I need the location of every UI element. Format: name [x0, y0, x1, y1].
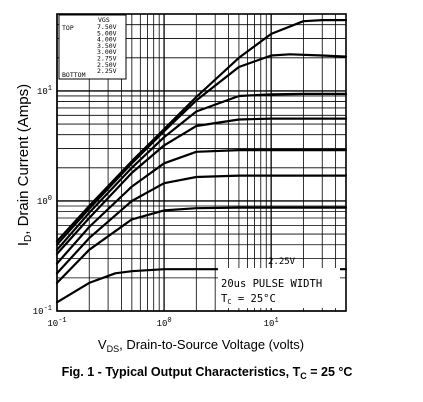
y-tick-label: 10-1: [33, 305, 52, 317]
plot-frame: [56, 13, 347, 312]
curve-vgs-7-50v: [55, 19, 348, 243]
x-tick-labels: 10-1 100 101: [47, 317, 278, 329]
x-axis-label-main: V: [98, 337, 107, 352]
legend-header: VGS: [98, 16, 110, 24]
x-tick-label: 10-1: [47, 317, 66, 329]
legend-top-label: TOP: [62, 24, 74, 32]
legend-entry: 2.25V: [97, 67, 117, 75]
curve-vgs-3-50v: [55, 117, 348, 255]
curve-vgs-3-00v: [55, 149, 348, 265]
x-tick-exp: 1: [274, 317, 278, 325]
y-tick-base: 10: [37, 87, 48, 97]
y-axis-label-rest: , Drain Current (Amps): [15, 84, 32, 235]
curves: [55, 19, 348, 304]
x-axis-label-sub: DS: [107, 344, 120, 354]
x-tick-base: 10: [157, 319, 168, 329]
y-axis-label-main: I: [15, 242, 32, 246]
x-tick-base: 10: [47, 319, 58, 329]
legend-entry: 7.50V: [97, 23, 117, 31]
y-tick-label: 101: [37, 85, 52, 97]
legend-entry: 3.50V: [97, 42, 117, 50]
y-axis-label: ID, Drain Current (Amps): [15, 84, 34, 246]
curve-vgs-2-25v: [55, 268, 348, 304]
figure-caption: Fig. 1 - Typical Output Characteristics,…: [62, 365, 353, 381]
figure-caption-rest: = 25 °C: [307, 365, 353, 379]
pulse-width-annotation: 20us PULSE WIDTH: [221, 278, 322, 290]
x-tick-base: 10: [264, 319, 275, 329]
tc-annotation-main: T: [221, 293, 228, 305]
legend-entry: 2.50V: [97, 61, 117, 69]
legend-entry: 5.00V: [97, 29, 117, 37]
y-tick-base: 10: [37, 197, 48, 207]
annotation-box: [218, 268, 340, 308]
curve-vgs-2-75v: [55, 174, 348, 275]
y-tick-label: 100: [37, 195, 52, 207]
x-tick-exp: 0: [167, 317, 171, 325]
figure-caption-sub: C: [300, 371, 307, 381]
x-tick-exp: -1: [58, 317, 66, 325]
legend-entry: 2.75V: [97, 55, 117, 63]
legend-entry: 3.00V: [97, 48, 117, 56]
legend: TOP BOTTOM VGS 7.50V5.00V4.00V3.50V3.00V…: [58, 14, 127, 80]
x-tick-label: 100: [157, 317, 172, 329]
tc-annotation-sub: C: [227, 298, 231, 306]
y-tick-base: 10: [33, 307, 44, 317]
curve-vgs-2-50v: [55, 206, 348, 284]
legend-entry: 4.00V: [97, 36, 117, 44]
y-axis-label-sub: D: [23, 235, 34, 242]
x-tick-label: 101: [264, 317, 279, 329]
legend-bottom-label: BOTTOM: [62, 71, 86, 79]
y-tick-exp: 1: [48, 85, 52, 93]
tc-annotation-rest: = 25°C: [232, 293, 276, 305]
x-axis-label: VDS, Drain-to-Source Voltage (volts): [98, 337, 304, 354]
x-axis-label-rest: , Drain-to-Source Voltage (volts): [119, 337, 304, 352]
tc-annotation: TC = 25°C: [221, 293, 276, 306]
curve-vgs-4-00v: [55, 92, 348, 251]
y-tick-exp: -1: [44, 305, 52, 313]
annotation: 2.25V 20us PULSE WIDTH TC = 25°C: [218, 257, 340, 308]
legend-box: [58, 14, 127, 80]
y-tick-exp: 0: [48, 195, 52, 203]
figure-caption-main: Fig. 1 - Typical Output Characteristics,…: [62, 365, 301, 379]
curve-label-2-25v: 2.25V: [268, 257, 296, 267]
curve-vgs-5-00v: [55, 53, 348, 246]
